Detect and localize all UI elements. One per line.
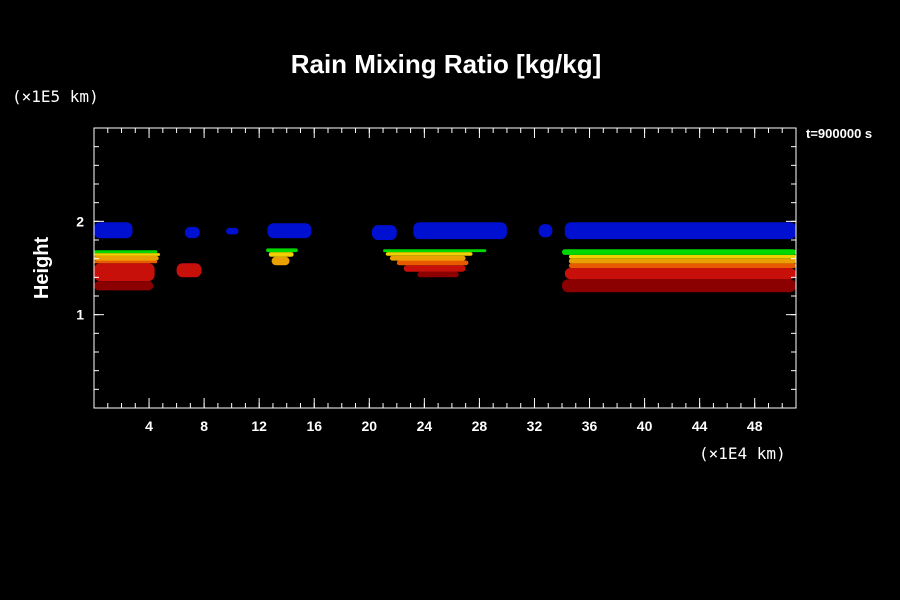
region-blue-23 [184,226,200,239]
region-green-5 [94,250,158,254]
region-dark-red-16 [562,279,796,293]
y-tick-label: 1 [76,307,84,323]
region-yellow-orange-13 [389,255,466,261]
x-tick-label: 36 [582,418,598,434]
region-dark-red-0 [94,281,154,291]
region-yellow-orange-7 [271,256,290,266]
rain-region-layer [94,222,796,293]
region-orange-12 [396,260,469,266]
region-blue-22 [94,222,133,239]
chart-title: Rain Mixing Ratio [kg/kg] [291,49,602,79]
x-tick-label: 44 [692,418,708,434]
region-yellow-20 [568,254,796,259]
region-green-9 [266,248,298,253]
region-dark-red-10 [417,271,459,278]
x-tick-label: 32 [527,418,543,434]
x-tick-label: 16 [306,418,322,434]
plot-frame [93,127,797,409]
region-red-1 [94,263,155,281]
region-blue-29 [564,222,796,240]
region-blue-28 [538,224,553,238]
region-blue-26 [372,225,397,240]
x-tick-label: 4 [145,418,153,434]
region-yellow-orange-19 [568,258,796,264]
region-yellow-8 [268,252,294,257]
region-red-6 [176,263,202,278]
region-green-15 [383,249,487,253]
x-unit-label: (×1E4 km) [699,444,786,463]
region-red-17 [564,268,796,280]
region-yellow-4 [94,253,161,256]
region-orange-2 [94,260,158,264]
y-axis-label: Height [31,237,53,300]
x-tick-label: 12 [251,418,267,434]
y-tick-label: 2 [76,213,84,229]
region-orange-18 [568,263,796,268]
x-tick-label: 28 [472,418,488,434]
x-tick-label: 24 [417,418,433,434]
region-yellow-14 [385,252,473,256]
x-tick-label: 48 [747,418,763,434]
region-blue-27 [413,222,507,240]
region-green-21 [562,249,796,255]
x-tick-label: 20 [362,418,378,434]
x-tick-label: 40 [637,418,653,434]
y-unit-label: (×1E5 km) [12,87,99,106]
region-blue-25 [267,223,312,239]
region-blue-24 [226,227,239,235]
time-label: t=900000 s [806,126,872,141]
region-red-11 [403,265,466,272]
x-tick-label: 8 [200,418,208,434]
region-yellow-orange-3 [94,255,159,261]
